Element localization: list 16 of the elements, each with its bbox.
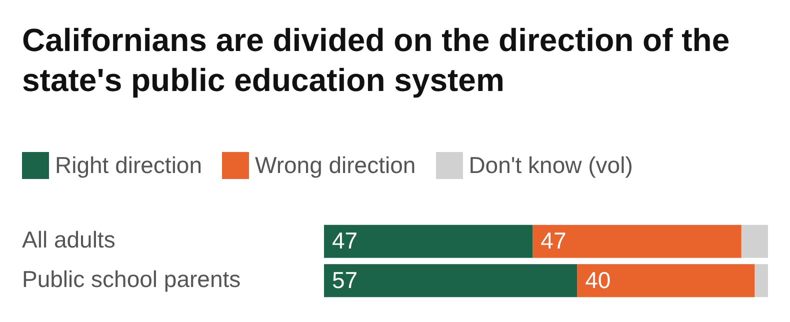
bar [577, 264, 755, 298]
legend-label: Right direction [55, 152, 202, 179]
bar [754, 264, 768, 298]
data-label: 57 [332, 266, 358, 293]
bar [741, 224, 768, 258]
legend-label: Wrong direction [255, 152, 416, 179]
y-tick-label: All adults [22, 226, 116, 253]
bar [324, 264, 578, 298]
chart-title: Californians are divided on the direction of the state's public education system [22, 21, 731, 100]
bar [324, 224, 533, 258]
data-label: 40 [585, 266, 611, 293]
data-label: 47 [332, 228, 358, 254]
y-tick-label: Public school parents [22, 266, 241, 292]
data-label: 47 [540, 228, 566, 254]
bar [532, 224, 742, 258]
legend-label: Don't know (vol) [468, 152, 633, 179]
